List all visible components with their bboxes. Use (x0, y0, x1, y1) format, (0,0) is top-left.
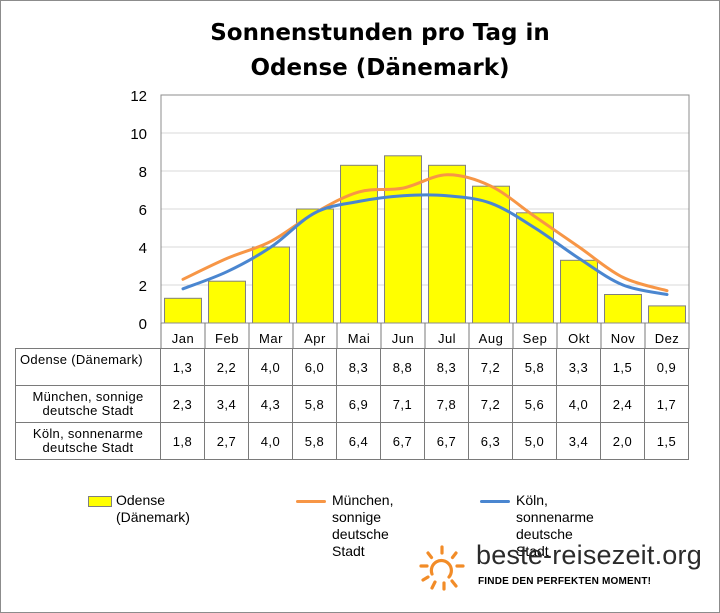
y-tick-label: 2 (139, 278, 147, 295)
x-tick-label: Mar (259, 331, 283, 346)
table-row-label: Odense (Dänemark) (15, 348, 161, 386)
table-cell: 8,3 (424, 348, 469, 386)
legend-label-odense: Odense (Dänemark) (116, 492, 190, 525)
x-tick-label: Mai (348, 331, 370, 346)
table-cell: 7,8 (424, 385, 469, 423)
x-tick-label: Sep (523, 331, 548, 346)
table-cell: 1,7 (644, 385, 689, 423)
table-cell: 2,2 (204, 348, 249, 386)
x-tick-label: Aug (479, 331, 504, 346)
line-series-2 (181, 193, 669, 296)
table-cell: 3,4 (204, 385, 249, 423)
y-tick-label: 8 (139, 164, 147, 181)
table-cell: 5,0 (512, 422, 557, 460)
table-cell: 2,0 (600, 422, 645, 460)
brand-logo: beste-reisezeit.org FINDE DEN PERFEKTEN … (418, 540, 708, 600)
table-cell: 6,7 (380, 422, 425, 460)
bar-apr (296, 208, 334, 324)
table-row: München, sonnige deutsche Stadt 2,3 3,4 4,3 5… (15, 385, 689, 423)
data-table: Odense (Dänemark) 1,3 2,2 4,0 6,0 8,3 8,8 8,3 7,… (15, 348, 689, 460)
table-cell: 4,0 (248, 422, 293, 460)
legend-swatch-muenchen (296, 500, 326, 503)
table-cell: 6,9 (336, 385, 381, 423)
table-row-label: München, sonnige deutsche Stadt (15, 385, 161, 423)
table-cell: 2,3 (160, 385, 205, 423)
x-tick-label: Dez (655, 331, 680, 346)
table-cell: 1,3 (160, 348, 205, 386)
legend-swatch-koeln (480, 500, 510, 503)
legend-label-muenchen: München, sonnige deutsche Stadt (332, 492, 394, 559)
bar-jun (384, 155, 422, 324)
table-cell: 2,4 (600, 385, 645, 423)
y-tick-label: 6 (139, 202, 147, 219)
x-tick-label: Jun (392, 331, 414, 346)
table-cell: 4,0 (556, 385, 601, 423)
bar-feb (208, 280, 246, 324)
table-cell: 6,3 (468, 422, 513, 460)
table-cell: 5,8 (292, 385, 337, 423)
table-cell: 8,3 (336, 348, 381, 386)
bar-sep (516, 212, 554, 324)
bar-jul (428, 164, 466, 324)
bar-aug (472, 185, 510, 324)
table-row: Köln, sonnenarme deutsche Stadt 1,8 2,7 4,0 5… (15, 422, 689, 460)
table-cell: 6,4 (336, 422, 381, 460)
y-tick-label: 12 (130, 88, 147, 105)
bar-nov (604, 294, 642, 324)
x-tick-label: Jan (172, 331, 194, 346)
table-cell: 4,0 (248, 348, 293, 386)
table-cell: 1,5 (600, 348, 645, 386)
table-cell: 0,9 (644, 348, 689, 386)
table-cell: 6,7 (424, 422, 469, 460)
table-cell: 1,8 (160, 422, 205, 460)
table-cell: 5,8 (512, 348, 557, 386)
x-tick-label: Jul (438, 331, 456, 346)
legend-label-koeln: Köln, sonnenarme deutsche Stadt (516, 492, 594, 559)
x-tick-label: Nov (611, 331, 636, 346)
table-cell: 1,5 (644, 422, 689, 460)
table-cell: 5,8 (292, 422, 337, 460)
table-cell: 7,2 (468, 348, 513, 386)
brand-name: beste-reisezeit.org (476, 540, 702, 570)
sun-icon (419, 545, 465, 591)
table-row-label: Köln, sonnenarme deutsche Stadt (15, 422, 161, 460)
table-cell: 3,4 (556, 422, 601, 460)
table-row: Odense (Dänemark) 1,3 2,2 4,0 6,0 8,3 8,8 8,3 7,… (15, 348, 689, 386)
y-tick-label: 10 (130, 126, 147, 143)
bar-dez (648, 305, 686, 324)
x-tick-label: Feb (215, 331, 239, 346)
bar-mar (252, 246, 290, 324)
x-tick-label: Okt (568, 331, 590, 346)
brand-tagline: FINDE DEN PERFEKTEN MOMENT! (478, 576, 652, 587)
table-cell: 8,8 (380, 348, 425, 386)
bar-okt (560, 259, 598, 324)
y-tick-label: 4 (139, 240, 147, 257)
legend: Odense (Dänemark) München, sonnige deuts… (88, 492, 688, 559)
table-cell: 7,2 (468, 385, 513, 423)
legend-swatch-odense (88, 496, 112, 507)
table-cell: 3,3 (556, 348, 601, 386)
y-tick-label: 0 (139, 316, 147, 333)
bar-jan (164, 297, 202, 324)
table-cell: 4,3 (248, 385, 293, 423)
table-cell: 2,7 (204, 422, 249, 460)
table-cell: 6,0 (292, 348, 337, 386)
x-tick-label: Apr (304, 331, 326, 346)
table-cell: 7,1 (380, 385, 425, 423)
chart-title: Sonnenstunden pro Tag in Odense (Dänemar… (210, 20, 550, 81)
table-cell: 5,6 (512, 385, 557, 423)
line-series-1 (181, 173, 669, 293)
